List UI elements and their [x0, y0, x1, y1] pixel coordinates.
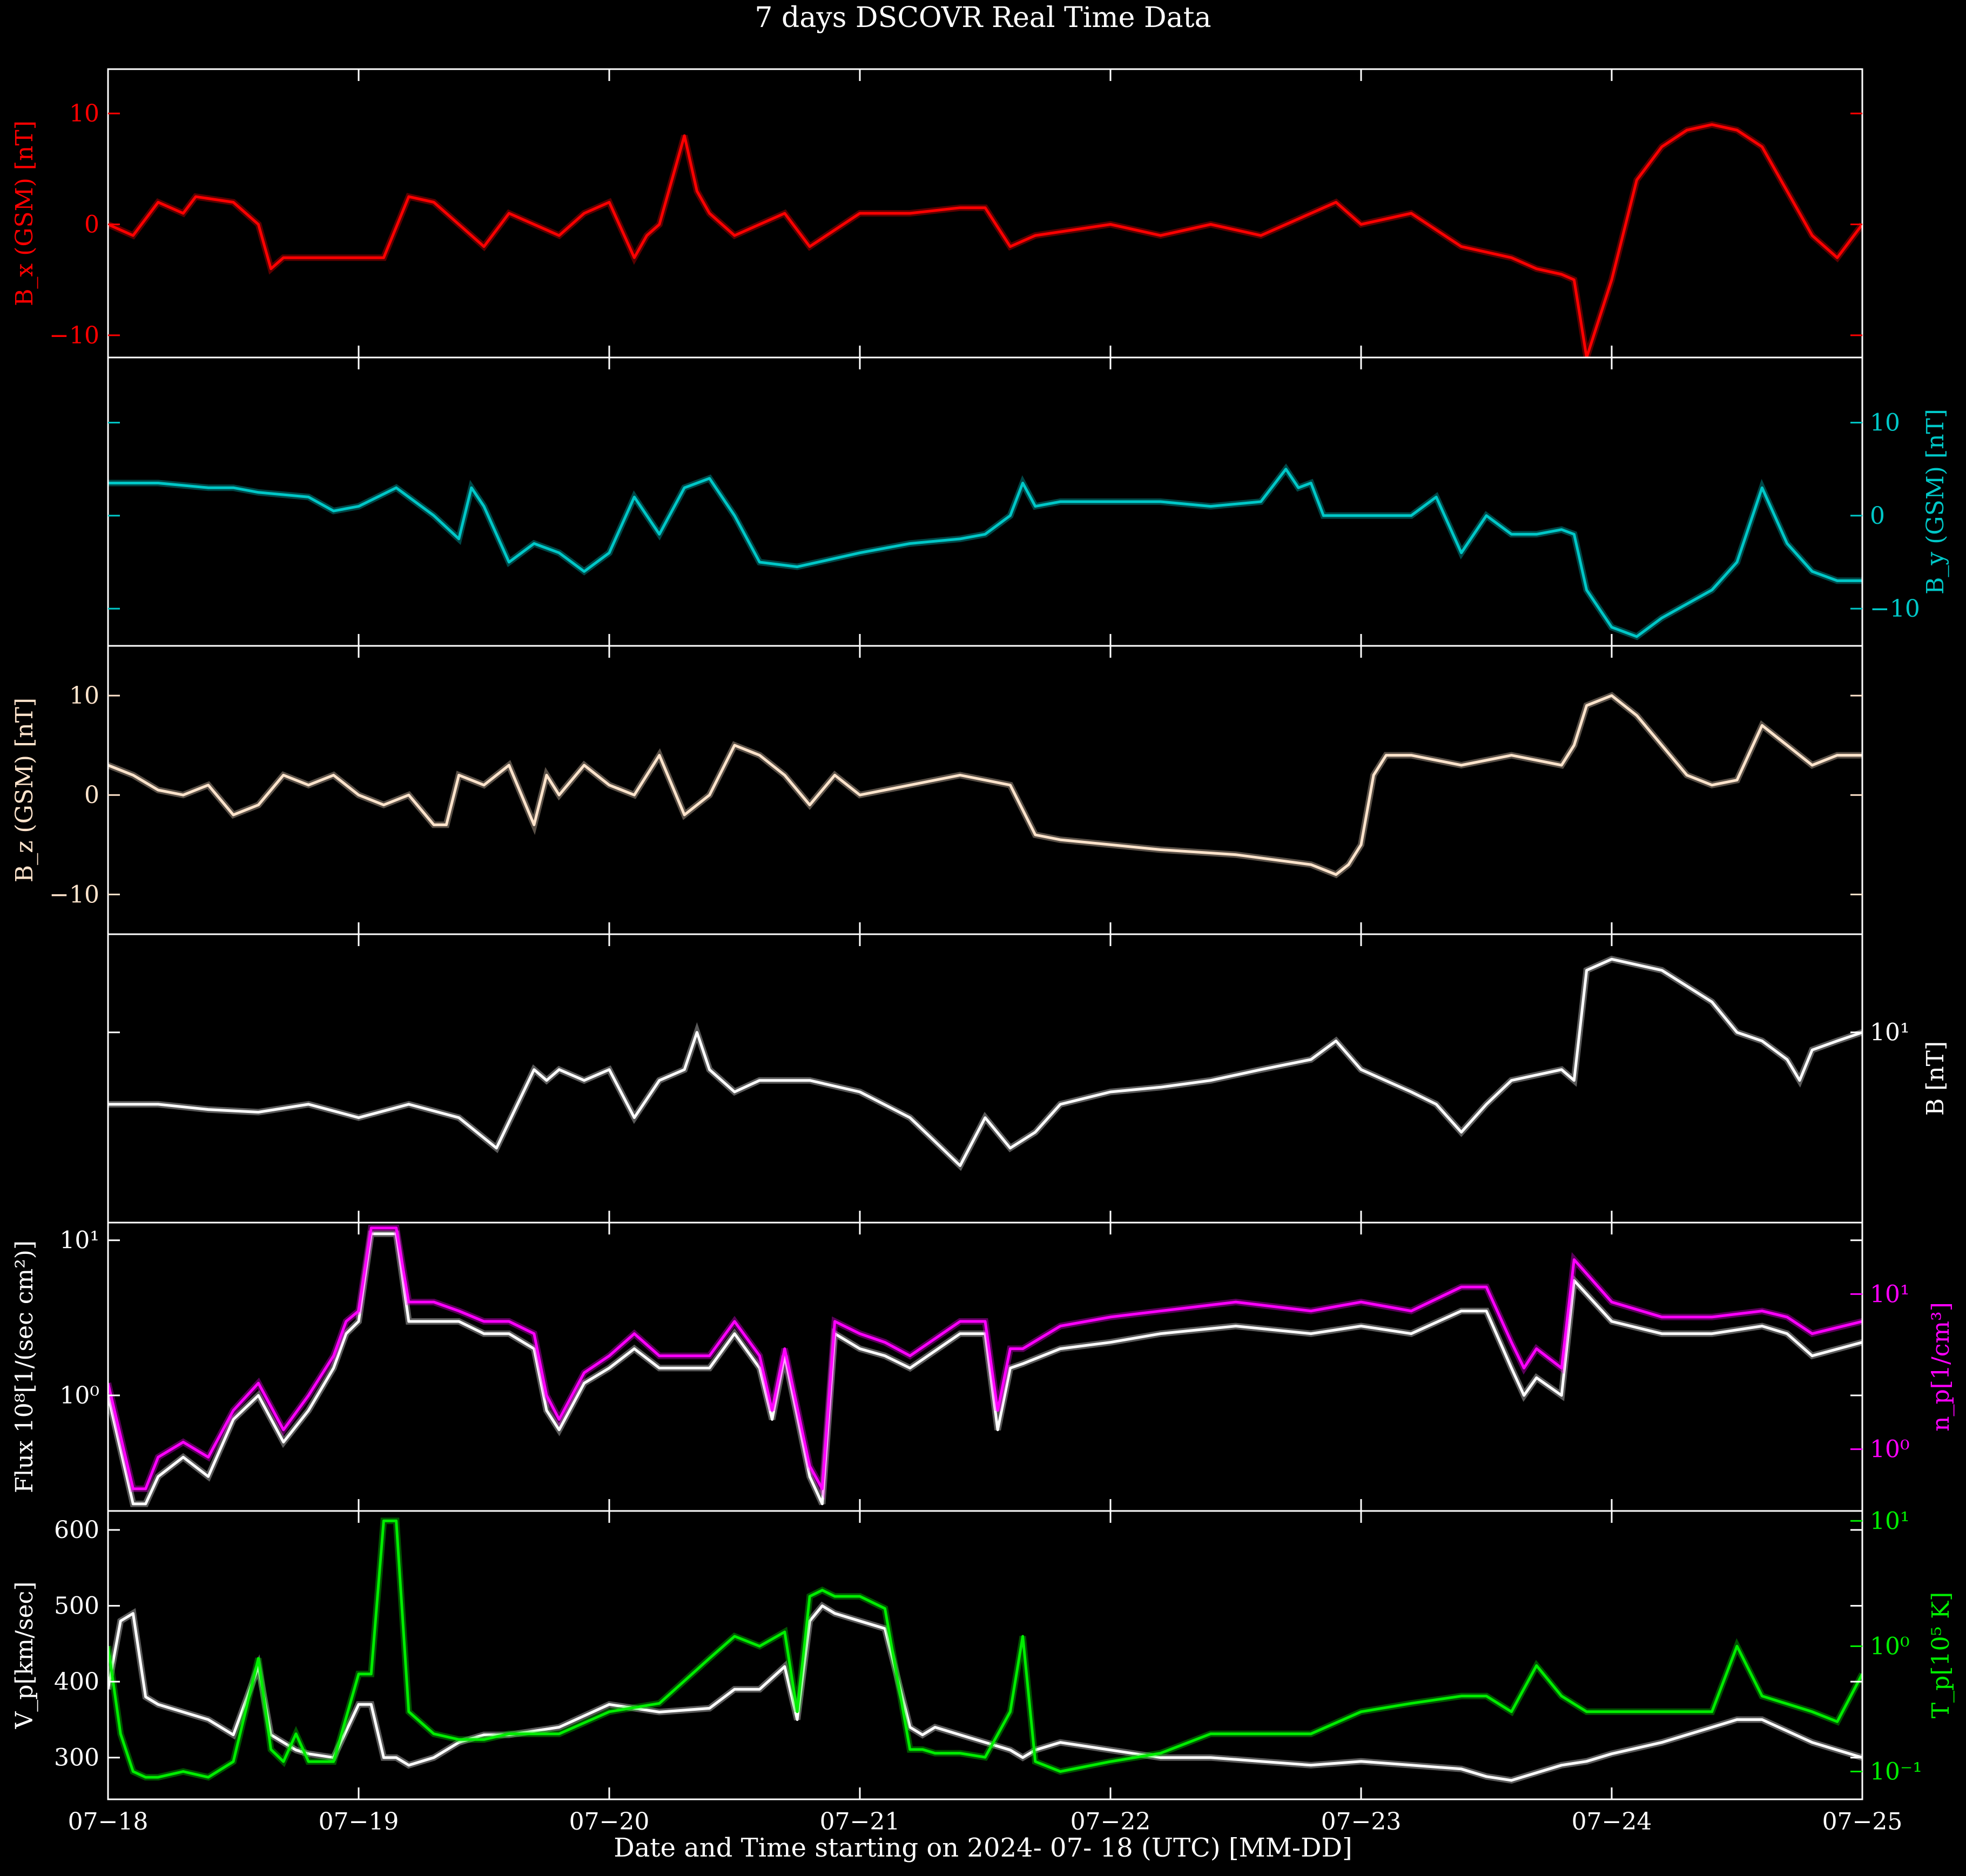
series-line — [108, 1226, 1862, 1490]
y-tick-label: 400 — [54, 1668, 99, 1696]
series-line — [108, 468, 1862, 638]
y-tick-label: 300 — [54, 1744, 99, 1772]
y-tick-label: −10 — [49, 322, 99, 349]
panel-by: 10 0 −10B_y (GSM) [nT] — [107, 356, 1949, 647]
y-tick-label: 10¹ — [1870, 1019, 1910, 1047]
y-tick-label: 500 — [54, 1592, 99, 1620]
y-tick-label-right: 10⁰ — [1870, 1436, 1910, 1463]
y-axis-label: B_z (GSM) [nT] — [11, 698, 38, 882]
series-line — [108, 123, 1862, 357]
y-tick-label: −10 — [1870, 595, 1920, 623]
y-axis-label: Flux 10⁸[1/(sec cm²)] — [11, 1240, 38, 1493]
x-axis-label: Date and Time starting on 2024- 07- 18 (… — [614, 1833, 1352, 1863]
y-axis-label: B [nT] — [1922, 1041, 1949, 1116]
panel-bx: 10 0 −10 B_x (GSM) [nT] — [11, 68, 1863, 359]
series-line — [108, 1232, 1862, 1506]
panel-flux-np: 10¹ 10⁰ 10¹ 10⁰ Flux 10⁸[1/(sec cm²)] n_p[1/c… — [11, 1222, 1955, 1512]
x-tick-label: 07−18 — [68, 1808, 149, 1835]
y-tick-label: 10 — [69, 682, 99, 710]
y-tick-label: 600 — [54, 1516, 99, 1544]
y-tick-label: 0 — [84, 781, 99, 809]
y-axis-label: B_x (GSM) [nT] — [11, 120, 38, 306]
x-tick-label: 07−23 — [1321, 1808, 1402, 1835]
y-axis-label-right: T_p[10⁵ K] — [1927, 1592, 1955, 1718]
panels: 100−10B_x (GSM) [nT]100−10B_y (GSM) [nT]… — [11, 68, 1955, 1835]
y-tick-label-right: 10⁰ — [1870, 1632, 1910, 1660]
y-tick-label: 10¹ — [59, 1227, 99, 1254]
series-line — [108, 694, 1862, 876]
y-axis-label-right: n_p[1/cm³] — [1927, 1302, 1955, 1432]
x-tick-label: 07−21 — [820, 1808, 900, 1835]
y-tick-label-right: 10¹ — [1870, 1507, 1910, 1535]
y-tick-label-right: 10⁻¹ — [1870, 1758, 1922, 1786]
y-tick-label: 10 — [69, 100, 99, 127]
x-tick-label: 07−25 — [1822, 1808, 1903, 1835]
x-tick-label: 07−24 — [1572, 1808, 1652, 1835]
series-line — [108, 957, 1862, 1168]
y-tick-label: −10 — [49, 881, 99, 908]
y-tick-label: 0 — [84, 211, 99, 239]
y-tick-label: 10 — [1870, 409, 1900, 437]
chart-title: 7 days DSCOVR Real Time Data — [755, 2, 1211, 34]
series-line — [108, 1604, 1862, 1782]
panel-vp-tp: 600 500 400 300 10¹ 10⁰ 10⁻¹ V_p[km/sec] T_p[10⁵… — [11, 1507, 1955, 1800]
y-tick-label: 0 — [1870, 502, 1885, 530]
y-axis-label: B_y (GSM) [nT] — [1922, 409, 1949, 595]
x-tick-label: 07−20 — [569, 1808, 650, 1835]
panel-frame — [107, 1510, 1863, 1800]
y-axis-label: V_p[km/sec] — [11, 1582, 38, 1730]
panel-bt: 10¹ B [nT] — [107, 933, 1949, 1224]
x-tick-label: 07−22 — [1070, 1808, 1151, 1835]
series-line — [108, 1519, 1862, 1779]
panel-bz: 10 0 −10 B_z (GSM) [nT] — [11, 645, 1863, 935]
y-tick-label-right: 10¹ — [1870, 1280, 1910, 1308]
x-tick-label: 07−19 — [319, 1808, 399, 1835]
y-tick-label: 10⁰ — [59, 1382, 99, 1409]
